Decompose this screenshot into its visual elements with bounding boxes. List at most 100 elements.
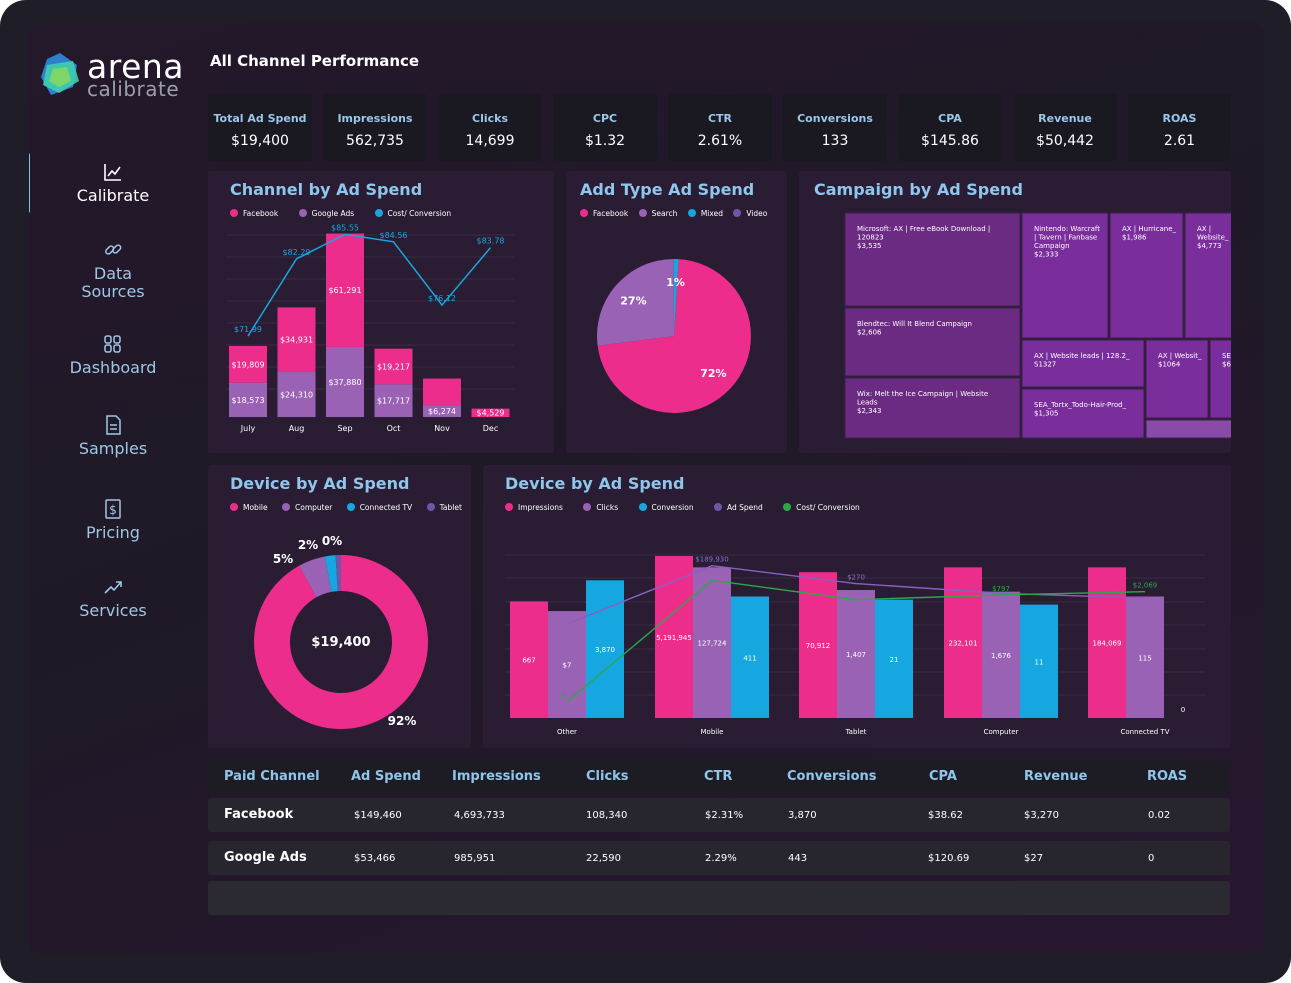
nav-item-calibrate[interactable]: Calibrate [29,161,197,205]
column-header[interactable]: Clicks [586,769,629,784]
pie-slice [597,259,751,413]
table-cell: 2.29% [705,853,737,864]
kpi-card[interactable]: Revenue $50,442 [1013,94,1117,161]
nav-item-dashboard[interactable]: Dashboard [29,333,197,377]
legend-label: Computer [295,503,333,512]
kpi-card[interactable]: Clicks 14,699 [438,94,542,161]
pie-data-label: 72% [700,367,726,380]
table-row-empty [208,881,1230,915]
x-tick-label: Other [557,728,577,736]
device-bar [837,590,875,718]
device-bar [982,591,1020,718]
bar-data-label: $34,931 [280,336,313,345]
line-data-label: $189,930 [695,556,728,564]
kpi-card[interactable]: Impressions 562,735 [323,94,427,161]
table-header: Paid Channel Ad Spend Impressions Clicks… [208,759,1230,795]
legend-label: Cost/ Conversion [387,209,452,218]
kpi-value: 133 [821,133,849,149]
line-data-label: $2,069 [1133,582,1158,590]
legend-item[interactable]: Mixed [687,209,723,218]
nav-item-services[interactable]: Services [29,576,197,620]
nav-item-data-sources[interactable]: Data Sources [29,239,197,301]
legend-label: Mixed [700,209,723,218]
donut-center-value: $19,400 [311,635,370,650]
kpi-card[interactable]: CPA $145.86 [898,94,1002,161]
bar-data-label: $7 [563,662,572,670]
legend-item[interactable]: Computer [282,503,332,512]
kpi-card[interactable]: Total Ad Spend $19,400 [208,94,312,161]
table-cell: 108,340 [586,810,628,821]
kpi-card[interactable]: CPC $1.32 [553,94,657,161]
bar-data-label: $19,217 [377,362,410,371]
treemap-cell-label: Campaign [1034,242,1070,250]
x-tick-label: Sep [337,424,352,433]
legend-item[interactable]: Conversion [638,503,694,512]
column-header[interactable]: Paid Channel [224,769,320,784]
table-row[interactable]: Facebook $149,460 4,693,733 108,340 $2.3… [208,798,1230,832]
line-data-label: $797 [992,585,1010,593]
legend-item[interactable]: Cost/ Conversion [374,209,452,218]
legend-item[interactable]: Cost/ Conversion [783,503,860,512]
treemap-cell [1021,388,1145,439]
legend-item[interactable]: Ad Spend [713,503,763,512]
nav-item-samples[interactable]: Samples [29,414,197,458]
type-chart-panel: Add Type Ad Spend Facebook Search Mixed … [566,171,787,453]
donut-slice [299,556,332,598]
column-header[interactable]: Ad Spend [351,769,421,784]
legend-dot-icon [426,503,435,511]
bar-data-label: 5,191,945 [656,634,692,642]
bar-data-label: 232,101 [949,640,978,648]
nav-item-pricing[interactable]: $ Pricing [29,498,197,542]
treemap-cell-value: $2,606 [857,329,882,337]
donut-data-label: 0% [322,534,342,548]
kpi-label: CPA [938,112,962,125]
chart-legend: Impressions Clicks Conversion Ad Spend C… [505,503,878,512]
legend-item[interactable]: Connected TV [346,503,412,512]
kpi-label: Revenue [1038,112,1092,125]
kpi-card[interactable]: CTR 2.61% [668,94,772,161]
panel-title: Campaign by Ad Spend [814,180,1023,199]
legend-item[interactable]: Facebook [580,209,628,218]
legend-label: Ad Spend [726,503,763,512]
x-tick-label: July [240,424,256,433]
bar-data-label: $17,717 [377,397,410,406]
ad-spend-line [566,565,1146,625]
campaign-treemap: Microsoft: AX | Free eBook Download |120… [844,212,1231,439]
legend-item[interactable]: Facebook [230,209,278,218]
panel-title: Device by Ad Spend [505,474,685,493]
legend-label: Clicks [596,503,619,512]
table-row[interactable]: Google Ads $53,466 985,951 22,590 2.29% … [208,841,1230,875]
legend-item[interactable]: Clicks [583,503,618,512]
bar-data-label: 70,912 [806,642,831,650]
column-header[interactable]: Impressions [452,769,541,784]
legend-dot-icon [638,209,647,217]
legend-label: Google Ads [311,209,355,218]
column-header[interactable]: ROAS [1147,769,1188,784]
column-header[interactable]: CPA [929,769,957,784]
legend-label: Cost/ Conversion [796,503,860,512]
legend-item[interactable]: Google Ads [298,209,355,218]
treemap-cell-label: Blendtec: Will It Blend Campaign [857,320,972,328]
column-header[interactable]: CTR [704,769,733,784]
legend-item[interactable]: Mobile [230,503,268,512]
device-grouped-bar-chart: 667 $7 3,870 Other 5,191,945 127,724 411 Mobile… [505,554,1205,736]
column-header[interactable]: Revenue [1024,769,1088,784]
kpi-card[interactable]: ROAS 2.61 [1128,94,1231,161]
page-title: All Channel Performance [210,52,420,70]
device-bar [731,596,769,718]
bar-data-label: 0 [1181,706,1185,714]
column-header[interactable]: Conversions [787,769,877,784]
legend-item[interactable]: Impressions [505,503,563,512]
legend-dot-icon [374,209,383,217]
legend-item[interactable]: Video [733,209,767,218]
treemap-cell-label: AX | Hurricane_ [1122,225,1177,233]
kpi-value: $50,442 [1036,133,1094,149]
donut-slice [324,555,338,592]
legend-item[interactable]: Search [638,209,677,218]
bar-data-label: 1,676 [991,652,1012,660]
brand-logo[interactable]: arena calibrate [37,47,197,101]
legend-item[interactable]: Tablet [426,503,462,512]
kpi-card[interactable]: Conversions 133 [783,94,887,161]
legend-dot-icon [687,209,696,217]
